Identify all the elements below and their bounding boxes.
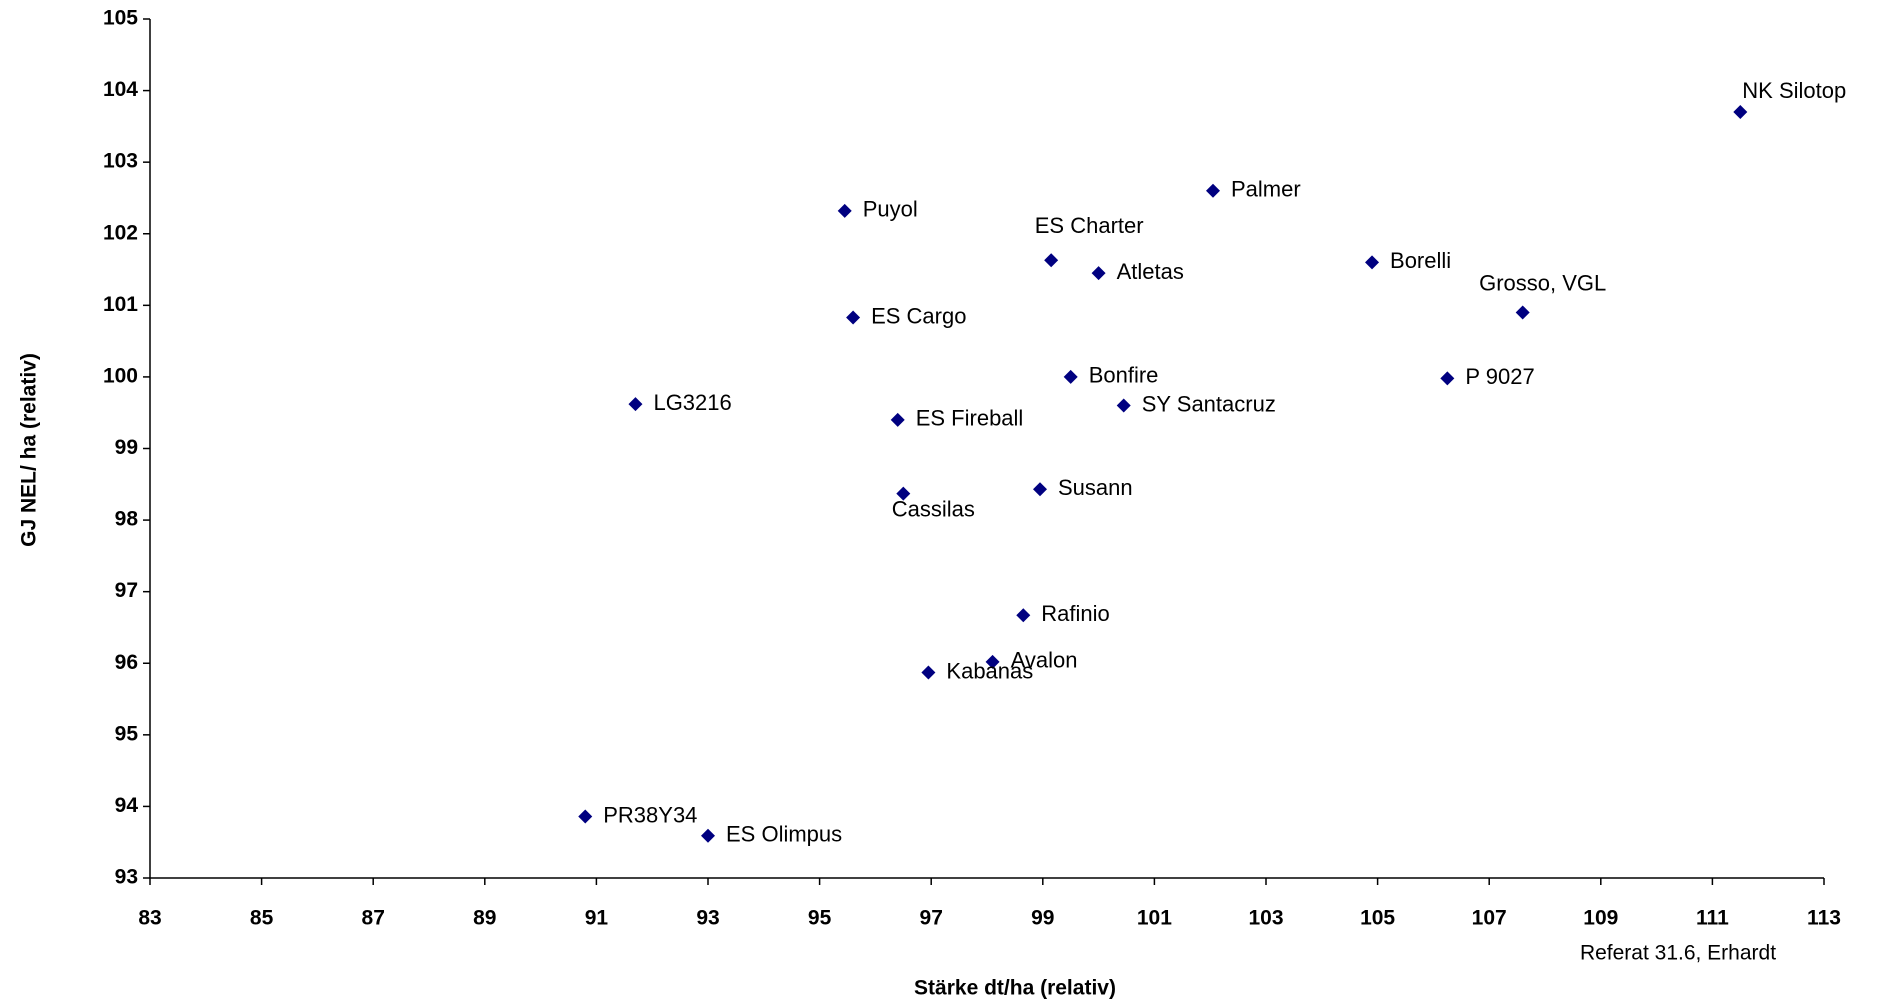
point-label: Atletas (1117, 259, 1184, 284)
point (628, 397, 643, 412)
x-tick-label: 105 (1360, 907, 1395, 930)
point-label: P 9027 (1465, 364, 1534, 389)
x-tick-label: 83 (138, 907, 161, 930)
x-tick-label: 85 (250, 907, 274, 930)
point (1016, 608, 1031, 623)
point-label: Palmer (1231, 177, 1301, 202)
point (1116, 398, 1131, 413)
point (1205, 183, 1220, 198)
point-label: Bonfire (1089, 363, 1159, 388)
x-tick-label: 93 (696, 907, 719, 930)
point-label: SY Santacruz (1142, 391, 1276, 416)
point (1091, 266, 1106, 281)
x-tick-label: 87 (362, 907, 385, 930)
x-tick-label: 107 (1472, 907, 1507, 930)
point (1033, 482, 1048, 497)
x-tick-label: 103 (1248, 907, 1283, 930)
y-axis-title: GJ NEL/ ha (relativ) (18, 353, 41, 547)
x-tick-label: 91 (585, 907, 609, 930)
point (985, 654, 1000, 669)
point-label: PR38Y34 (603, 802, 697, 827)
point-label: Susann (1058, 475, 1133, 500)
point (701, 828, 715, 843)
x-tick-label: 101 (1137, 907, 1172, 930)
y-tick-label: 101 (103, 293, 138, 316)
x-tick-label: 89 (473, 907, 496, 930)
x-tick-label: 95 (808, 907, 832, 930)
point-label: Grosso, VGL (1479, 270, 1606, 295)
y-tick-label: 97 (115, 579, 138, 602)
point-label: Puyol (863, 197, 918, 222)
y-tick-label: 100 (103, 364, 138, 387)
x-tick-label: 109 (1583, 907, 1618, 930)
y-tick-label: 102 (103, 221, 138, 244)
point (1365, 255, 1380, 270)
point (921, 665, 936, 680)
point-label: ES Olimpus (726, 822, 842, 847)
y-tick-label: 98 (115, 508, 139, 531)
point (1733, 105, 1748, 120)
y-tick-label: 104 (103, 78, 138, 101)
point-label: Rafinio (1041, 601, 1109, 626)
x-tick-label: 111 (1696, 907, 1729, 930)
x-tick-label: 99 (1031, 907, 1054, 930)
y-tick-label: 93 (115, 866, 138, 889)
point (1044, 253, 1059, 268)
point-label: LG3216 (653, 390, 731, 415)
annotation: Referat 31.6, Erhardt (1580, 942, 1776, 965)
point (1515, 305, 1530, 320)
y-tick-label: 95 (115, 722, 139, 745)
point (1063, 369, 1078, 384)
x-axis-title: Stärke dt/ha (relativ) (914, 977, 1116, 1000)
y-tick-label: 99 (115, 436, 138, 459)
point (846, 310, 861, 325)
y-tick-label: 105 (103, 7, 138, 30)
y-tick-label: 103 (103, 150, 138, 173)
point-label: Cassilas (892, 496, 975, 521)
point-label: ES Fireball (916, 406, 1024, 431)
point (837, 203, 852, 218)
point-label: Borelli (1390, 248, 1451, 273)
point (896, 486, 911, 501)
point (1440, 371, 1455, 386)
y-tick-label: 96 (115, 651, 138, 674)
y-tick-label: 94 (115, 794, 139, 817)
point-label: ES Cargo (871, 303, 966, 328)
x-tick-label: 97 (920, 907, 943, 930)
point-label: Kabanas (946, 658, 1033, 683)
point-label: Avalon (1011, 648, 1078, 673)
point (578, 809, 593, 824)
x-tick-label: 113 (1807, 907, 1841, 930)
point-label: NK Silotop (1742, 78, 1846, 103)
point (890, 412, 905, 427)
point-label: ES Charter (1035, 213, 1144, 238)
